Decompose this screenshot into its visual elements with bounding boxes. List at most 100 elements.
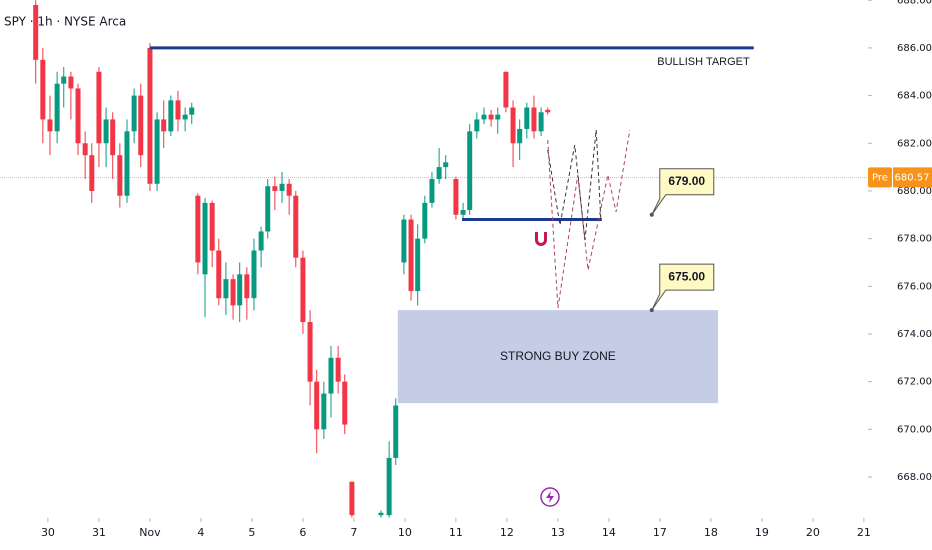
candle-body (182, 114, 188, 120)
callout-box (651, 168, 715, 216)
candle-body (429, 179, 435, 203)
candle-body (244, 274, 250, 299)
x-tick-label: 19 (755, 526, 769, 539)
buy-zone-label: STRONG BUY ZONE (500, 349, 616, 363)
projection-path (547, 129, 631, 309)
candle-body (307, 322, 313, 382)
callout-box (651, 263, 715, 311)
candle-body (488, 114, 494, 120)
candle-body (265, 186, 271, 232)
y-tick-label: 668.00 (897, 472, 932, 483)
x-tick-label: 20 (806, 526, 820, 539)
candle-body (342, 381, 348, 425)
candle-body (467, 131, 473, 211)
level-label: BULLISH TARGET (657, 56, 750, 68)
x-tick-label: 7 (350, 526, 357, 539)
x-tick-label: 4 (197, 526, 204, 539)
plot-area: STRONG BUY ZONE BULLISH TARGET 679.00 675.0… (0, 0, 868, 518)
candle-body (131, 95, 137, 132)
x-tick-label: 30 (41, 526, 55, 539)
candle-body (89, 155, 95, 191)
time-axis-bg (0, 518, 868, 550)
projection-path (547, 129, 602, 241)
candle-body (117, 155, 123, 196)
y-tick-label: 678.00 (897, 234, 932, 245)
price-label: 680.57 (895, 172, 930, 183)
candle-body (189, 107, 195, 115)
callout-label: 679.00 (668, 174, 705, 188)
y-tick-label: 686.00 (897, 43, 932, 54)
magnet-icon (535, 232, 547, 246)
candle-body (436, 167, 442, 180)
candle-body (68, 76, 74, 89)
candle-body (230, 279, 236, 306)
candle-body (349, 481, 355, 516)
candle-body (279, 183, 285, 191)
candle-body (110, 119, 116, 156)
candle-body (545, 109, 551, 113)
candle-body (393, 405, 399, 458)
candle-body (33, 5, 39, 60)
y-tick-label: 674.00 (897, 329, 932, 340)
candle-body (495, 114, 501, 120)
x-tick-label: 10 (398, 526, 412, 539)
candle-body (147, 47, 153, 184)
candle-body (335, 357, 341, 382)
candle-body (415, 238, 421, 292)
candle-body (531, 107, 537, 132)
candle-body (443, 162, 449, 168)
price-axis-bg (868, 0, 932, 550)
x-tick-label: 17 (653, 526, 667, 539)
x-tick-label: 18 (704, 526, 718, 539)
y-tick-label: 684.00 (897, 91, 932, 102)
candle-body (328, 357, 334, 394)
candle-body (474, 119, 480, 132)
buy-zone (397, 310, 719, 404)
candle-body (175, 100, 181, 120)
candle-body (258, 231, 264, 251)
y-tick-label: 676.00 (897, 281, 932, 292)
chart-title: SPY · 1h · NYSE Arca (4, 15, 126, 29)
candle-body (40, 59, 46, 120)
y-tick-label: 680.00 (897, 186, 932, 197)
candle-body (96, 71, 102, 144)
candle-body (481, 114, 487, 120)
candle-body (538, 112, 544, 132)
candle-body (408, 219, 414, 292)
x-tick-label: 31 (92, 526, 106, 539)
candle-body (422, 202, 428, 239)
x-tick-label: 12 (500, 526, 514, 539)
y-tick-label: 670.00 (897, 424, 932, 435)
candle-body (61, 76, 67, 84)
x-tick-label: 11 (449, 526, 463, 539)
x-tick-label: 14 (602, 526, 616, 539)
candle-body (54, 83, 60, 132)
candle-body (202, 202, 208, 275)
candle-body (75, 88, 81, 144)
candle-body (161, 119, 167, 132)
candle-body (503, 71, 509, 108)
x-tick-label: 5 (248, 526, 255, 539)
candle-body (216, 250, 222, 299)
y-tick-label: 682.00 (897, 138, 932, 149)
candle-body (168, 100, 174, 132)
candle-body (272, 186, 278, 191)
candle-body (103, 119, 109, 144)
candle-body (314, 381, 320, 430)
x-tick-label: Nov (139, 526, 161, 539)
candle-body (401, 219, 407, 263)
x-tick-label: 21 (857, 526, 871, 539)
candle-body (138, 95, 144, 156)
candle-body (124, 131, 130, 196)
candle-body (251, 250, 257, 299)
price-badge (893, 167, 932, 188)
candle-body (378, 512, 384, 516)
pre-label: Pre (872, 172, 888, 183)
candle-body (524, 107, 530, 129)
callout-label: 675.00 (668, 269, 705, 283)
y-tick-label: 688.00 (897, 0, 932, 6)
candle-body (209, 202, 215, 251)
candle-body (321, 393, 327, 430)
pre-badge (868, 167, 892, 188)
